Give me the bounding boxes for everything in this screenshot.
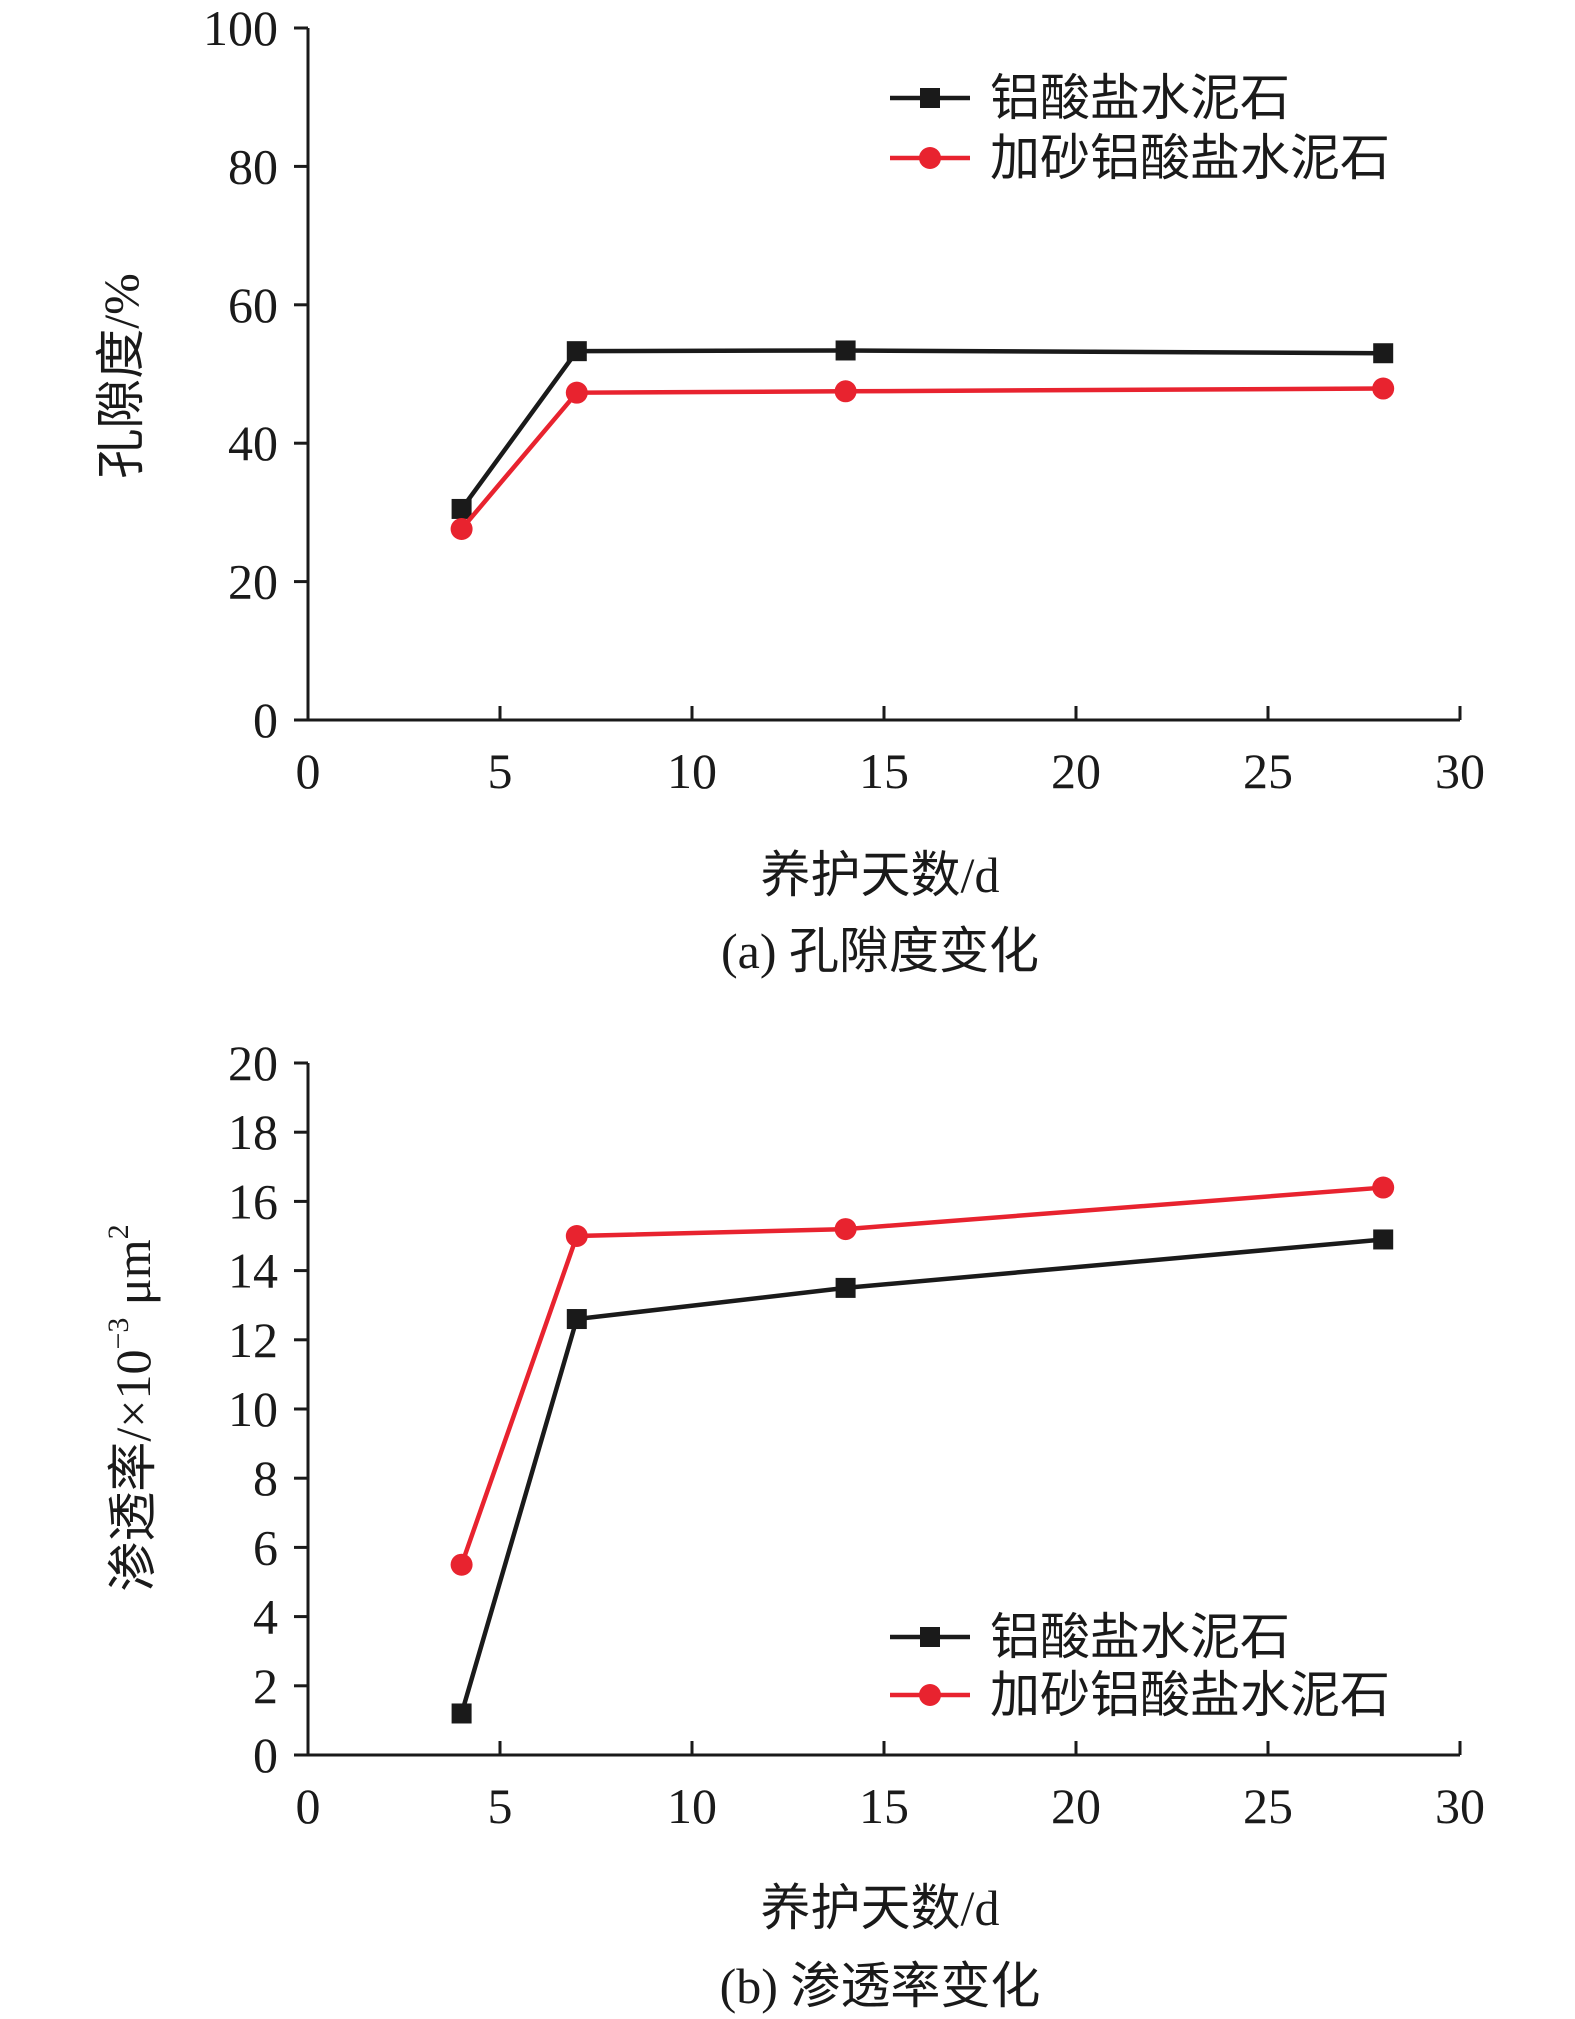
permeability-x-tick-label: 20 xyxy=(1051,1778,1101,1834)
permeability-y-axis-title-unit-exponent: 2 xyxy=(102,1224,135,1239)
permeability-data-point xyxy=(834,1218,857,1241)
porosity-legend-marker xyxy=(920,88,940,108)
porosity-y-tick-label: 40 xyxy=(228,415,278,471)
permeability-y-tick-label: 16 xyxy=(228,1173,278,1229)
permeability-data-point xyxy=(565,1225,588,1247)
porosity-axes: 0 20 40 60 80 100 0 5 10 15 20 25 30 xyxy=(203,0,1485,799)
permeability-data-point xyxy=(566,1309,587,1330)
porosity-x-tick-label: 15 xyxy=(859,743,909,799)
permeability-chart: 0 2 4 6 8 10 12 14 16 18 20 0 5 10 15 20 25 30 渗透率/×10−3 … xyxy=(102,1035,1485,2014)
porosity-data-point xyxy=(451,498,472,519)
porosity-y-axis-title: 孔隙度/% xyxy=(93,273,149,479)
permeability-y-axis-title-unit: μm xyxy=(105,1239,161,1317)
permeability-y-tick-label: 0 xyxy=(253,1727,278,1783)
porosity-y-tick-label: 0 xyxy=(253,692,278,748)
permeability-series-line-1 xyxy=(459,1185,1384,1566)
permeability-y-axis-title-exponent: −3 xyxy=(102,1318,135,1350)
permeability-data-point xyxy=(835,1277,856,1298)
porosity-series-layer xyxy=(450,340,1395,541)
porosity-data-point xyxy=(565,381,588,404)
porosity-x-tick-label: 30 xyxy=(1435,743,1485,799)
permeability-legend-marker xyxy=(920,1627,940,1647)
porosity-legend-label: 铝酸盐水泥石 xyxy=(990,70,1290,126)
permeability-y-tick-label: 2 xyxy=(253,1658,278,1714)
permeability-legend-label: 加砂铝酸盐水泥石 xyxy=(990,1667,1390,1723)
permeability-y-tick-label: 4 xyxy=(253,1589,278,1645)
porosity-data-point xyxy=(1372,377,1395,400)
permeability-y-axis-title-main: 渗透率/×10 xyxy=(105,1350,161,1592)
porosity-data-point xyxy=(1373,343,1394,364)
permeability-y-tick-label: 20 xyxy=(228,1035,278,1091)
permeability-x-tick-label: 30 xyxy=(1435,1778,1485,1834)
permeability-legend-marker xyxy=(919,1684,941,1706)
permeability-y-axis-title: 渗透率/×10−3 μm2 xyxy=(102,1224,161,1591)
porosity-series-line-1 xyxy=(459,386,1384,531)
permeability-series-layer xyxy=(450,1176,1395,1724)
porosity-data-point xyxy=(450,518,473,541)
porosity-x-tick-label: 10 xyxy=(667,743,717,799)
permeability-legend-label: 铝酸盐水泥石 xyxy=(990,1609,1290,1665)
permeability-y-tick-label: 14 xyxy=(228,1243,278,1299)
permeability-series-line-0 xyxy=(459,1237,1384,1715)
permeability-y-tick-label: 10 xyxy=(228,1381,278,1437)
permeability-data-point xyxy=(1372,1176,1395,1199)
permeability-data-point xyxy=(450,1553,473,1576)
permeability-y-tick-label: 8 xyxy=(253,1450,278,1506)
porosity-legend-label: 加砂铝酸盐水泥石 xyxy=(990,130,1390,186)
permeability-y-tick-label: 12 xyxy=(228,1312,278,1368)
porosity-chart: 0 20 40 60 80 100 0 5 10 15 20 25 30 孔隙度/% 养护天数/d (a… xyxy=(93,0,1485,979)
permeability-x-tick-label: 10 xyxy=(667,1778,717,1834)
porosity-y-tick-label: 100 xyxy=(203,0,278,56)
permeability-x-tick-label: 5 xyxy=(488,1778,513,1834)
porosity-x-tick-label: 5 xyxy=(488,743,513,799)
permeability-x-tick-label: 25 xyxy=(1243,1778,1293,1834)
permeability-x-tick-label: 0 xyxy=(296,1778,321,1834)
porosity-caption: (a) 孔隙度变化 xyxy=(721,923,1039,979)
porosity-series-line-0 xyxy=(459,348,1384,511)
porosity-x-tick-label: 25 xyxy=(1243,743,1293,799)
permeability-axes: 0 2 4 6 8 10 12 14 16 18 20 0 5 10 15 20 25 30 xyxy=(228,1035,1485,1834)
porosity-x-axis-title: 养护天数/d xyxy=(761,847,1000,903)
porosity-legend-marker xyxy=(919,147,941,169)
permeability-data-point xyxy=(1373,1229,1394,1250)
porosity-y-tick-label: 20 xyxy=(228,554,278,610)
permeability-x-axis-title: 养护天数/d xyxy=(761,1880,1000,1936)
porosity-data-point xyxy=(566,341,587,362)
permeability-caption: (b) 渗透率变化 xyxy=(720,1958,1041,2014)
permeability-x-tick-label: 15 xyxy=(859,1778,909,1834)
porosity-data-point xyxy=(834,380,857,403)
permeability-data-point xyxy=(451,1703,472,1724)
porosity-x-tick-label: 20 xyxy=(1051,743,1101,799)
porosity-data-point xyxy=(835,340,856,361)
permeability-y-tick-label: 18 xyxy=(228,1104,278,1160)
permeability-y-tick-label: 6 xyxy=(253,1519,278,1575)
porosity-y-tick-label: 60 xyxy=(228,277,278,333)
porosity-x-tick-label: 0 xyxy=(296,743,321,799)
porosity-y-tick-label: 80 xyxy=(228,138,278,194)
